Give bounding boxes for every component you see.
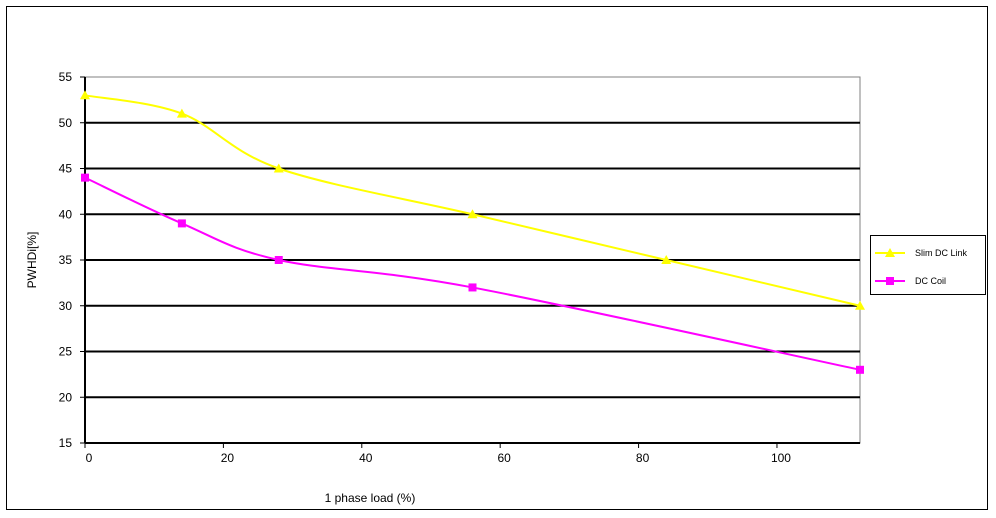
data-point-0-4 — [661, 255, 672, 264]
data-point-1-1 — [177, 219, 186, 228]
data-point-0-3 — [467, 209, 478, 219]
y-tick-label-30: 30 — [59, 299, 73, 313]
data-point-0-1 — [176, 108, 187, 118]
data-point-0-5 — [855, 300, 865, 310]
y-tick-label-45: 45 — [59, 162, 73, 176]
series-layer — [80, 90, 865, 374]
y-tick-label-40: 40 — [59, 207, 73, 221]
legend-item-slim-dc-link: Slim DC Link — [871, 246, 987, 260]
x-axis-title: 1 phase load (%) — [325, 491, 416, 505]
series-0 — [80, 90, 865, 310]
y-tick-label-20: 20 — [59, 390, 73, 404]
y-tick-label-25: 25 — [59, 345, 73, 359]
x-tick-label-100: 100 — [771, 451, 791, 465]
data-point-1-2 — [274, 256, 283, 264]
data-point-0-0 — [80, 90, 90, 100]
series-1 — [81, 173, 864, 374]
data-point-1-0 — [81, 173, 89, 182]
x-tick-label-40: 40 — [359, 451, 373, 465]
legend-label-dc-coil: DC Coil — [915, 276, 947, 286]
data-point-1-4 — [856, 365, 864, 374]
legend-swatch-square-icon — [875, 277, 905, 285]
y-tick-label-15: 15 — [59, 436, 73, 450]
x-tick-label-60: 60 — [497, 451, 511, 465]
x-tick-label-0: 0 — [86, 451, 93, 465]
data-point-0-2 — [273, 163, 284, 173]
legend: Slim DC Link DC Coil — [870, 235, 986, 295]
y-tick-label-35: 35 — [59, 253, 73, 267]
legend-label-slim-dc-link: Slim DC Link — [915, 248, 968, 258]
x-tick-label-80: 80 — [636, 451, 650, 465]
legend-swatch-triangle-icon — [875, 248, 905, 257]
data-point-1-3 — [468, 283, 477, 292]
y-tick-label-55: 55 — [59, 70, 73, 84]
y-axis-title: PWHDi[%] — [25, 232, 39, 289]
axes: 15 20 25 30 35 40 45 50 55 0 20 40 60 80 100 — [59, 70, 860, 465]
x-tick-label-20: 20 — [221, 451, 235, 465]
legend-item-dc-coil: DC Coil — [871, 274, 987, 288]
y-tick-label-50: 50 — [59, 116, 73, 130]
series-line-1 — [84, 176, 861, 371]
